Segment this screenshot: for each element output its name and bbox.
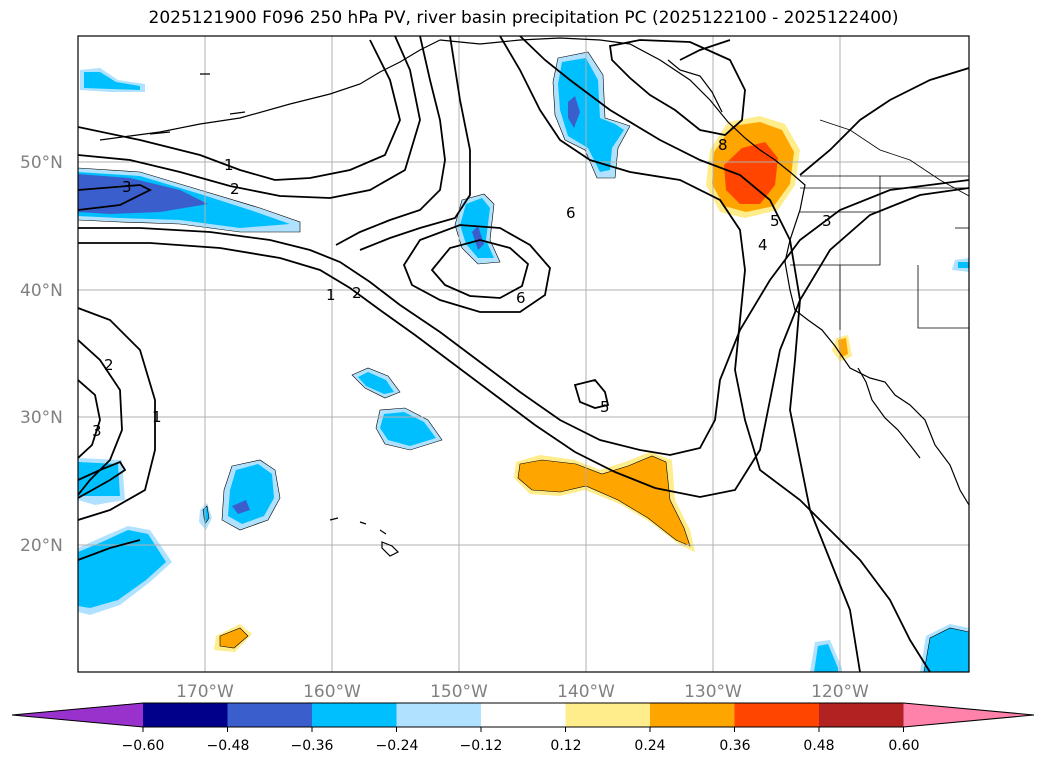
lat-label: 50°N <box>20 153 63 173</box>
map-frame <box>77 35 970 673</box>
lon-label: 160°W <box>303 682 361 702</box>
contour-label: 3 <box>822 212 832 230</box>
lon-label: 170°W <box>176 682 234 702</box>
contour-label: 3 <box>92 422 102 440</box>
lat-label: 40°N <box>20 281 63 301</box>
contour-label: 6 <box>516 289 526 307</box>
colorbar-tick-label: 0.12 <box>550 738 581 754</box>
lon-label: 130°W <box>684 682 742 702</box>
colorbar-tick-label: −0.36 <box>291 738 334 754</box>
pv-contours <box>78 36 969 672</box>
lon-label: 140°W <box>557 682 615 702</box>
lon-label: 150°W <box>430 682 488 702</box>
contour-label: 6 <box>566 204 576 222</box>
lat-label: 30°N <box>20 408 63 428</box>
colorbar-segments <box>11 702 1035 728</box>
colorbar-tick-label: 0.60 <box>888 738 919 754</box>
contour-label: 1 <box>152 408 162 426</box>
map-area: 1 2 3 1 2 6 6 5 4 5 3 3 2 1 8 <box>78 36 969 672</box>
colorbar: −0.60 −0.48 −0.36 −0.24 −0.12 0.12 0.24 … <box>11 702 1035 754</box>
colorbar-ticks <box>142 727 904 732</box>
contour-label: 2 <box>230 180 240 198</box>
colorbar-segment <box>734 703 820 727</box>
contour-label: 3 <box>122 178 132 196</box>
contour-label: 8 <box>718 136 728 154</box>
colorbar-tick-label: −0.60 <box>122 738 165 754</box>
contour-label: 2 <box>352 284 362 302</box>
colorbar-segment <box>650 703 735 727</box>
colorbar-segment <box>312 703 397 727</box>
contour-label: 4 <box>758 236 768 254</box>
colorbar-segment <box>12 703 143 727</box>
contour-label: 2 <box>104 356 114 374</box>
colorbar-tick-labels: −0.60 −0.48 −0.36 −0.24 −0.12 0.12 0.24 … <box>122 738 920 754</box>
longitude-labels: 170°W 160°W 150°W 140°W 130°W 120°W <box>176 682 869 702</box>
colorbar-segment <box>481 703 566 727</box>
political-borders <box>790 119 969 330</box>
colorbar-tick-label: 0.24 <box>634 738 665 754</box>
contour-label: 5 <box>770 212 780 230</box>
colorbar-tick-label: 0.48 <box>803 738 834 754</box>
latitude-labels: 50°N 40°N 30°N 20°N <box>20 153 63 556</box>
lat-label: 20°N <box>20 536 63 556</box>
colorbar-segment <box>565 703 651 727</box>
colorbar-tick-label: −0.24 <box>376 738 419 754</box>
contour-label: 1 <box>326 286 336 304</box>
positive-shading <box>214 116 852 652</box>
colorbar-tick-label: −0.12 <box>460 738 503 754</box>
colorbar-segment <box>819 703 904 727</box>
colorbar-segment <box>396 703 482 727</box>
coastlines <box>99 37 969 557</box>
contour-label: 1 <box>224 156 234 174</box>
colorbar-tick-label: 0.36 <box>719 738 750 754</box>
map-title: 2025121900 F096 250 hPa PV, river basin … <box>148 8 899 28</box>
contour-labels: 1 2 3 1 2 6 6 5 4 5 3 3 2 1 8 <box>92 136 832 440</box>
contour-label: 5 <box>600 398 610 416</box>
colorbar-tick-label: −0.48 <box>207 738 250 754</box>
colorbar-segment <box>903 703 1034 727</box>
colorbar-segment <box>143 703 228 727</box>
lon-label: 120°W <box>811 682 869 702</box>
colorbar-segment <box>227 703 313 727</box>
